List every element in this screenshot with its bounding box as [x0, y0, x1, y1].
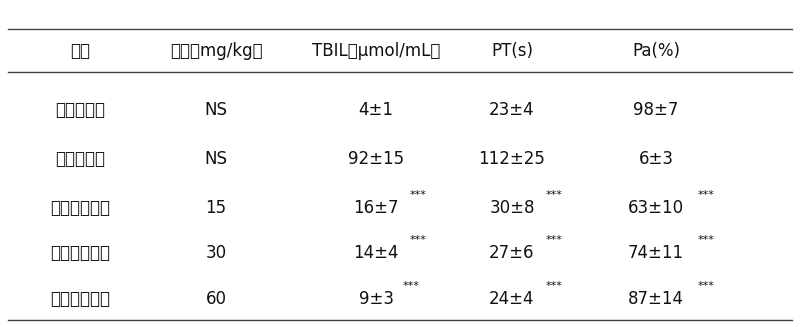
Text: 98±7: 98±7: [634, 100, 678, 119]
Text: TBIL（μmol/mL）: TBIL（μmol/mL）: [312, 42, 440, 60]
Text: 剂量（mg/kg）: 剂量（mg/kg）: [170, 42, 262, 60]
Text: 14±4: 14±4: [354, 244, 398, 263]
Text: 87±14: 87±14: [628, 290, 684, 308]
Text: ***: ***: [698, 235, 714, 245]
Text: 30±8: 30±8: [490, 198, 534, 217]
Text: 23±4: 23±4: [489, 100, 535, 119]
Text: 24±4: 24±4: [490, 290, 534, 308]
Text: 92±15: 92±15: [348, 149, 404, 168]
Text: 16±7: 16±7: [354, 198, 398, 217]
Text: Pa(%): Pa(%): [632, 42, 680, 60]
Text: 74±11: 74±11: [628, 244, 684, 263]
Text: 正常对照组: 正常对照组: [55, 100, 105, 119]
Text: 63±10: 63±10: [628, 198, 684, 217]
Text: ***: ***: [546, 190, 563, 199]
Text: NS: NS: [205, 100, 227, 119]
Text: 4±1: 4±1: [358, 100, 394, 119]
Text: ***: ***: [698, 281, 714, 291]
Text: ***: ***: [410, 190, 427, 199]
Text: 15: 15: [206, 198, 226, 217]
Text: 中毒对照组: 中毒对照组: [55, 149, 105, 168]
Text: 中剂量治疗组: 中剂量治疗组: [50, 244, 110, 263]
Text: 9±3: 9±3: [358, 290, 394, 308]
Text: ***: ***: [698, 190, 714, 199]
Text: ***: ***: [546, 281, 563, 291]
Text: NS: NS: [205, 149, 227, 168]
Text: 30: 30: [206, 244, 226, 263]
Text: 低剂量治疗组: 低剂量治疗组: [50, 198, 110, 217]
Text: ***: ***: [546, 235, 563, 245]
Text: 6±3: 6±3: [638, 149, 674, 168]
Text: 112±25: 112±25: [478, 149, 546, 168]
Text: 27±6: 27±6: [490, 244, 534, 263]
Text: 组别: 组别: [70, 42, 90, 60]
Text: 高剂量治疗组: 高剂量治疗组: [50, 290, 110, 308]
Text: ***: ***: [410, 235, 427, 245]
Text: PT(s): PT(s): [491, 42, 533, 60]
Text: ***: ***: [402, 281, 419, 291]
Text: 60: 60: [206, 290, 226, 308]
